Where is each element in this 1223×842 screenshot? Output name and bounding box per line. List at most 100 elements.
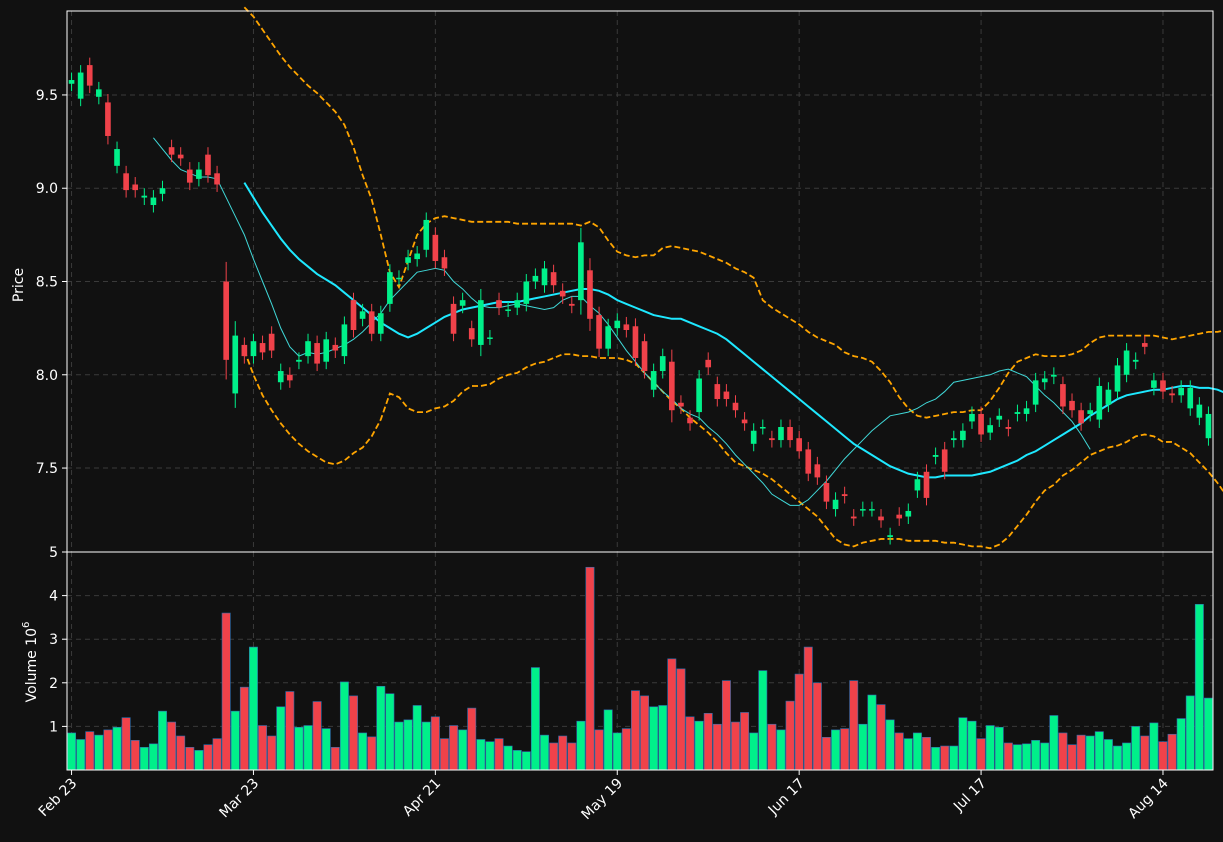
volume-bar: [494, 738, 504, 771]
candle-body: [1141, 343, 1148, 347]
volume-bar: [1149, 722, 1159, 771]
candle-body: [705, 359, 712, 368]
volume-bar: [1158, 741, 1168, 771]
volume-bar: [1194, 604, 1204, 771]
candle-body: [969, 413, 975, 422]
candle-body: [1105, 389, 1112, 405]
volume-bar: [312, 701, 322, 771]
volume-bar: [712, 723, 722, 771]
volume-bar: [540, 734, 549, 771]
volume-bar: [640, 695, 649, 771]
candle-body: [377, 313, 384, 334]
volume-bar: [321, 728, 331, 771]
volume-bar: [1204, 697, 1213, 771]
candle-body: [841, 494, 848, 497]
candle-body: [368, 311, 375, 334]
volume-bar: [1003, 742, 1013, 771]
volume-bar: [221, 612, 231, 771]
volume-bar: [876, 704, 886, 771]
candle-body: [714, 384, 721, 400]
candle-body: [1169, 393, 1175, 396]
volume-bar: [158, 710, 167, 771]
candle-body: [1014, 412, 1021, 414]
volume-bar: [449, 725, 458, 771]
volume-bar: [412, 705, 422, 771]
candle-body: [141, 195, 148, 198]
candle-body: [168, 147, 175, 155]
candle-body: [805, 449, 812, 474]
volume-bar: [1131, 726, 1141, 771]
volume-bar: [1103, 739, 1113, 771]
candle-body: [541, 268, 548, 286]
candle-body: [669, 361, 675, 411]
price-tick-label: 9.0: [36, 181, 58, 197]
volume-bar: [1067, 744, 1077, 771]
candle-body: [105, 102, 111, 136]
volume-bar: [612, 732, 622, 771]
candle-body: [123, 173, 129, 191]
volume-bar: [1040, 742, 1050, 771]
volume-bar: [567, 742, 577, 771]
candle-body: [578, 242, 584, 301]
volume-bar: [294, 726, 304, 771]
volume-bar: [139, 747, 149, 771]
candle-body: [978, 413, 984, 435]
volume-y-axis: 1 2 3 4 5: [49, 545, 67, 735]
volume-bar: [967, 720, 977, 771]
candle-body: [687, 417, 693, 424]
candle-body: [778, 427, 784, 441]
candle-body: [277, 371, 284, 383]
candle-body: [350, 300, 357, 331]
volume-bar: [949, 745, 959, 771]
candle-body: [459, 300, 466, 306]
volume-bar: [649, 706, 659, 771]
volume-bar: [430, 716, 440, 771]
volume-bar: [303, 725, 313, 771]
volume-bar: [230, 710, 240, 771]
candle-body: [869, 509, 875, 511]
candle-body: [496, 300, 502, 308]
volume-bar: [858, 723, 868, 771]
volume-axis-label-text: Volume: [24, 650, 40, 702]
candle-body: [268, 333, 275, 351]
volume-bar: [394, 721, 404, 771]
candle-body: [532, 275, 539, 282]
candle-body: [914, 479, 921, 491]
volume-bar: [239, 686, 249, 771]
candle-body: [1051, 374, 1057, 377]
volume-bar: [148, 743, 158, 771]
candle-body: [896, 514, 903, 519]
volume-bar: [803, 646, 813, 771]
price-tick-label: 9.5: [36, 88, 58, 104]
volume-bar: [458, 729, 468, 771]
candle-body: [77, 72, 84, 99]
volume-bar: [503, 745, 513, 771]
candle-body: [1041, 378, 1048, 383]
volume-bar: [85, 731, 95, 771]
volume-bar: [176, 735, 186, 771]
volume-bar: [467, 707, 477, 771]
volume-bar: [203, 744, 213, 771]
volume-bar: [758, 670, 768, 771]
candle-body: [1178, 387, 1184, 396]
candle-body: [787, 427, 793, 441]
candle-body: [696, 378, 702, 413]
volume-bar: [658, 705, 668, 771]
volume-tick-label: 1: [49, 719, 58, 735]
volume-bar: [558, 735, 568, 771]
candle-body: [205, 154, 211, 176]
volume-bar: [976, 738, 986, 771]
volume-bar: [1031, 740, 1041, 771]
volume-bar: [121, 717, 131, 771]
volume-tick-label: 2: [49, 676, 58, 692]
candle-body: [1123, 350, 1130, 375]
volume-tick-label: 3: [49, 632, 58, 648]
volume-bar: [349, 695, 358, 771]
candle-body: [568, 303, 575, 306]
candle-body: [605, 326, 611, 349]
volume-bar: [767, 723, 777, 771]
volume-bar: [1049, 715, 1059, 771]
volume-bar: [485, 741, 495, 771]
volume-bar: [103, 729, 113, 771]
volume-bar: [1085, 735, 1095, 771]
